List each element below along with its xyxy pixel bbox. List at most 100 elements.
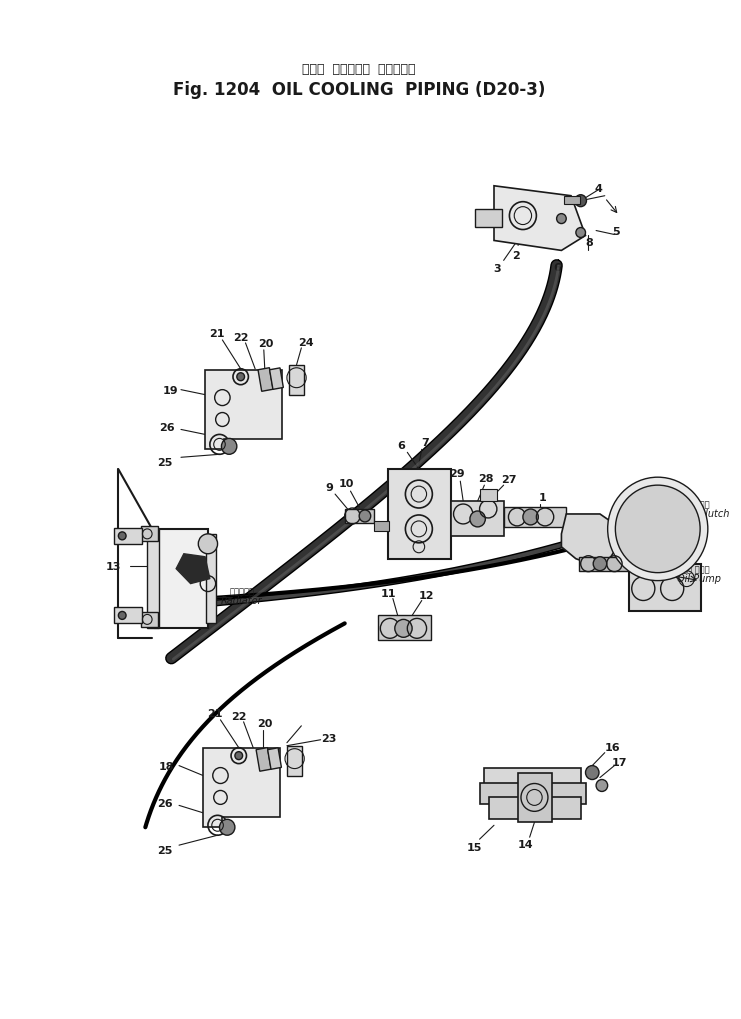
- Text: 8: 8: [585, 238, 594, 249]
- Circle shape: [219, 819, 235, 836]
- Text: 2: 2: [512, 251, 520, 261]
- Bar: [451, 501, 504, 536]
- Text: 22: 22: [233, 332, 248, 342]
- Circle shape: [556, 214, 566, 224]
- Text: 2: 2: [631, 552, 639, 562]
- Text: オイル  クーリング  パイピング: オイル クーリング パイピング: [302, 63, 416, 75]
- Circle shape: [639, 510, 677, 549]
- Text: 5: 5: [613, 226, 620, 236]
- Text: 22: 22: [231, 711, 247, 721]
- Text: 23: 23: [322, 733, 337, 743]
- Text: Fig. 1204  OIL COOLING  PIPING (D20-3): Fig. 1204 OIL COOLING PIPING (D20-3): [173, 82, 545, 99]
- Polygon shape: [203, 748, 280, 827]
- Circle shape: [119, 532, 126, 540]
- Text: 16: 16: [605, 742, 620, 752]
- Bar: [504, 507, 566, 528]
- Text: 10: 10: [339, 479, 354, 489]
- Text: 14: 14: [518, 840, 534, 849]
- Text: 9: 9: [325, 483, 333, 492]
- Bar: [147, 530, 159, 629]
- Bar: [485, 768, 581, 790]
- Text: 26: 26: [157, 799, 173, 809]
- Bar: [141, 527, 158, 541]
- Text: 20: 20: [257, 718, 273, 729]
- Bar: [113, 608, 142, 624]
- Circle shape: [575, 196, 586, 208]
- Text: 21: 21: [209, 329, 225, 338]
- Circle shape: [395, 620, 412, 638]
- Circle shape: [359, 511, 370, 523]
- Text: 11: 11: [380, 588, 396, 598]
- Bar: [258, 368, 273, 392]
- Bar: [475, 210, 502, 227]
- Text: 27: 27: [501, 475, 516, 485]
- Circle shape: [608, 478, 708, 581]
- Bar: [373, 522, 389, 531]
- Bar: [268, 748, 282, 769]
- Circle shape: [523, 510, 538, 526]
- Text: 25: 25: [157, 458, 172, 468]
- Text: ラジエータ: ラジエータ: [229, 587, 254, 595]
- Bar: [141, 612, 158, 628]
- Text: 17: 17: [611, 757, 627, 767]
- Text: Radiator: Radiator: [221, 596, 262, 606]
- Text: 4: 4: [594, 183, 602, 194]
- Text: 28: 28: [479, 474, 494, 484]
- Circle shape: [235, 752, 242, 760]
- Text: 12: 12: [419, 590, 434, 600]
- Bar: [579, 557, 629, 571]
- Circle shape: [623, 493, 692, 566]
- Circle shape: [576, 228, 585, 238]
- Bar: [388, 470, 451, 559]
- Circle shape: [596, 780, 608, 792]
- Text: 6: 6: [554, 263, 562, 273]
- Text: 19: 19: [162, 385, 178, 395]
- Text: 1: 1: [538, 492, 546, 502]
- Text: 7: 7: [421, 438, 428, 448]
- Polygon shape: [562, 515, 619, 565]
- Bar: [155, 530, 208, 629]
- Bar: [287, 746, 302, 775]
- Bar: [629, 565, 701, 611]
- Bar: [345, 510, 373, 524]
- Circle shape: [585, 766, 599, 780]
- Bar: [479, 489, 497, 501]
- Circle shape: [199, 534, 218, 554]
- Text: 6: 6: [398, 441, 405, 450]
- Bar: [270, 369, 283, 390]
- Bar: [379, 615, 431, 641]
- Text: 3: 3: [493, 264, 501, 274]
- Text: 25: 25: [157, 846, 172, 855]
- Text: 15: 15: [467, 843, 482, 852]
- Circle shape: [594, 557, 607, 571]
- Circle shape: [470, 512, 485, 528]
- Circle shape: [222, 439, 237, 454]
- Text: 18: 18: [159, 761, 174, 770]
- Bar: [113, 529, 142, 544]
- Bar: [489, 798, 581, 819]
- Text: Main Clutch: Main Clutch: [672, 508, 730, 519]
- Bar: [565, 197, 579, 205]
- Circle shape: [615, 486, 700, 573]
- Text: 21: 21: [207, 708, 222, 718]
- Text: 24: 24: [299, 337, 314, 347]
- Polygon shape: [176, 554, 210, 584]
- Circle shape: [631, 501, 685, 557]
- Bar: [206, 534, 216, 624]
- Polygon shape: [494, 186, 585, 251]
- Circle shape: [646, 518, 669, 541]
- Circle shape: [119, 611, 126, 620]
- Text: メイン クラッチ: メイン クラッチ: [672, 500, 710, 510]
- Text: オイル ポンプ: オイル ポンプ: [677, 565, 710, 574]
- Circle shape: [237, 373, 245, 381]
- Text: 20: 20: [258, 338, 273, 348]
- Bar: [289, 366, 305, 395]
- Text: 29: 29: [450, 469, 465, 479]
- Bar: [518, 772, 552, 822]
- Text: 13: 13: [106, 561, 122, 571]
- Polygon shape: [205, 370, 282, 449]
- Bar: [256, 748, 271, 771]
- Text: 26: 26: [159, 423, 174, 433]
- Bar: [479, 783, 585, 805]
- Text: Oil Pump: Oil Pump: [677, 573, 721, 583]
